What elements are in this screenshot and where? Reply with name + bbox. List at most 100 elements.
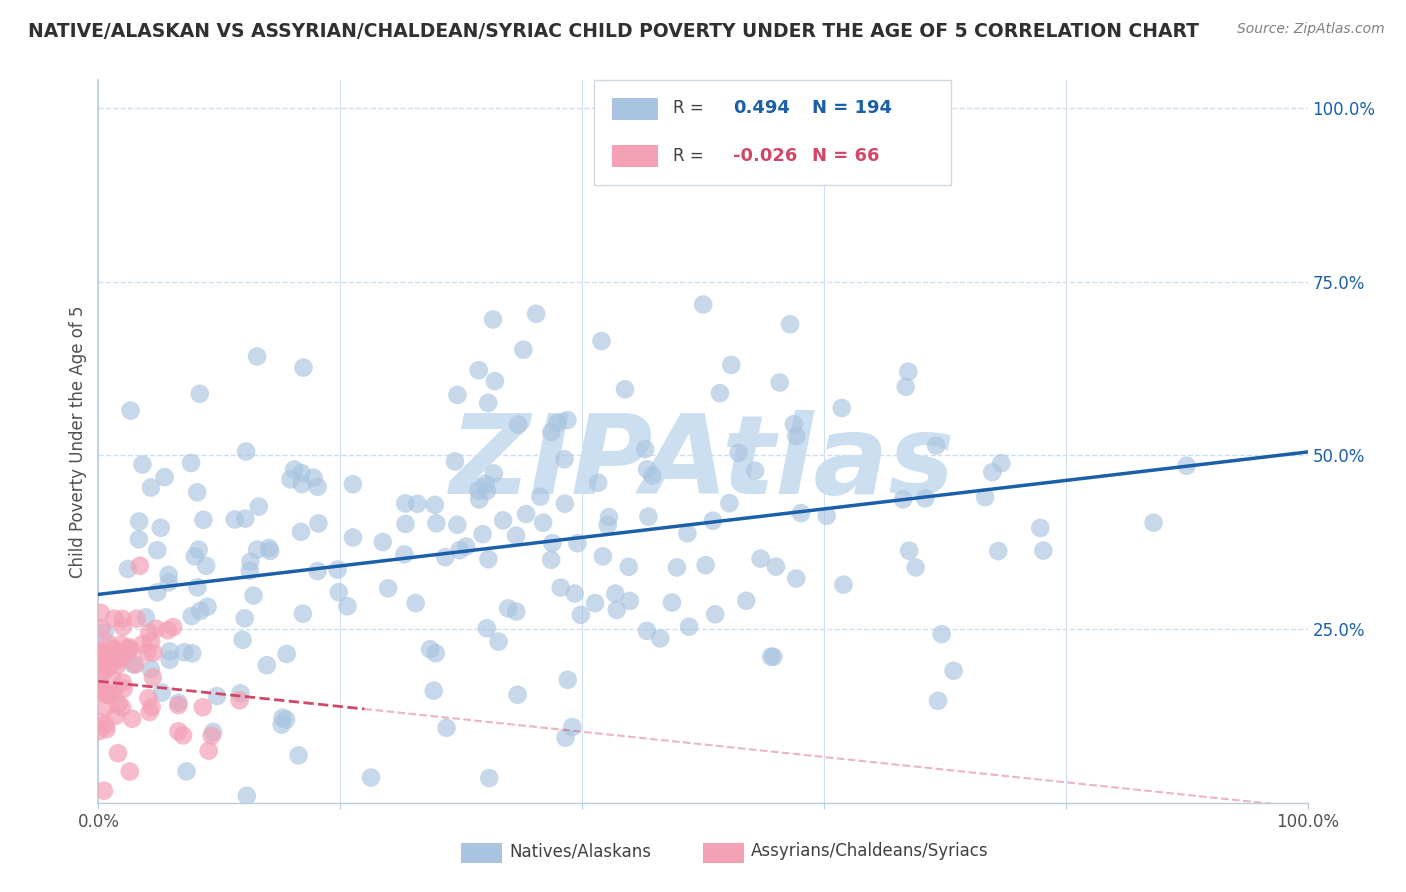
Point — [765, 559, 787, 574]
Point — [276, 647, 298, 661]
Point — [779, 318, 801, 332]
Point — [111, 700, 134, 714]
Point — [246, 350, 269, 364]
Point — [484, 374, 506, 388]
Point — [702, 514, 724, 528]
Point — [121, 712, 143, 726]
Point — [482, 467, 505, 481]
FancyBboxPatch shape — [613, 98, 658, 120]
Point — [515, 507, 537, 521]
Point — [186, 580, 208, 594]
Text: Assyrians/Chaldeans/Syriacs: Assyrians/Chaldeans/Syriacs — [751, 842, 988, 860]
Point — [425, 516, 447, 531]
Point — [434, 550, 457, 565]
Point — [172, 728, 194, 742]
Point — [107, 746, 129, 760]
Point — [105, 658, 128, 673]
FancyBboxPatch shape — [613, 145, 658, 167]
Point — [759, 649, 782, 664]
Point — [239, 564, 262, 578]
Point — [541, 536, 564, 550]
Point — [167, 698, 190, 713]
Point — [925, 439, 948, 453]
Point — [122, 657, 145, 672]
Point — [96, 688, 118, 702]
Point — [149, 521, 172, 535]
Point — [554, 497, 576, 511]
Point — [598, 510, 620, 524]
Point — [236, 789, 259, 803]
Point — [104, 709, 127, 723]
Point — [159, 644, 181, 658]
Point — [145, 622, 167, 636]
Point — [118, 764, 141, 779]
Point — [136, 691, 159, 706]
Point — [129, 558, 152, 573]
Point — [619, 594, 641, 608]
Text: N = 194: N = 194 — [811, 99, 891, 117]
Point — [103, 612, 125, 626]
Point — [636, 462, 658, 476]
Point — [146, 585, 169, 599]
Text: 0.494: 0.494 — [734, 99, 790, 117]
Point — [291, 466, 314, 480]
Point — [224, 512, 246, 526]
Point — [591, 334, 613, 348]
Point — [202, 725, 225, 739]
FancyBboxPatch shape — [703, 843, 744, 863]
Point — [704, 607, 727, 622]
Point — [94, 625, 117, 640]
Text: Natives/Alaskans: Natives/Alaskans — [509, 842, 651, 860]
Point — [232, 632, 254, 647]
Point — [505, 605, 527, 619]
Point — [97, 688, 120, 702]
Point — [94, 648, 117, 662]
Point — [636, 624, 658, 638]
Point — [138, 705, 160, 719]
Point — [90, 606, 112, 620]
Point — [90, 666, 112, 681]
Point — [904, 560, 927, 574]
Point — [108, 653, 131, 667]
Point — [98, 659, 121, 673]
Point — [336, 599, 359, 614]
Point — [247, 500, 270, 514]
Point — [467, 363, 489, 377]
FancyBboxPatch shape — [461, 843, 502, 863]
Point — [894, 380, 917, 394]
Point — [641, 468, 664, 483]
Point — [124, 657, 146, 672]
Point — [135, 610, 157, 624]
Point — [422, 683, 444, 698]
Point — [112, 681, 135, 696]
Point — [446, 517, 468, 532]
Point — [233, 511, 256, 525]
Point — [90, 680, 112, 694]
Point — [157, 567, 180, 582]
Point — [569, 607, 592, 622]
Point — [898, 543, 921, 558]
Point — [159, 653, 181, 667]
Point — [101, 641, 124, 656]
Point — [531, 516, 554, 530]
Point — [118, 640, 141, 654]
Point — [167, 724, 190, 739]
Point — [891, 492, 914, 507]
Point — [307, 564, 329, 578]
Point — [246, 542, 269, 557]
Point — [678, 620, 700, 634]
Point — [229, 686, 252, 700]
Point — [342, 477, 364, 491]
Point — [419, 642, 441, 657]
Point — [233, 611, 256, 625]
Point — [897, 365, 920, 379]
Point — [637, 509, 659, 524]
Point — [471, 527, 494, 541]
Point — [111, 620, 134, 634]
Point — [540, 553, 562, 567]
Point — [280, 472, 302, 486]
Point — [205, 689, 228, 703]
Point — [586, 475, 609, 490]
Point — [90, 648, 112, 662]
Point — [120, 403, 142, 417]
